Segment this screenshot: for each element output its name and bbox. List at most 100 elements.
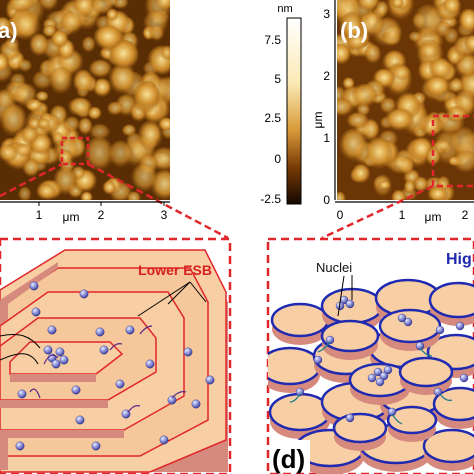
colorbar-tick-4: 0 (274, 152, 281, 166)
x-unit-b: μm (425, 210, 442, 224)
afm-b-grain (434, 139, 451, 152)
afm-b-grain (458, 8, 474, 34)
afm-a-grain (36, 118, 51, 130)
afm-b-grain (464, 34, 474, 54)
afm-a-grain (84, 136, 114, 172)
adatom (15, 441, 25, 451)
afm-a-grain (50, 30, 69, 49)
afm-a-grain (63, 116, 81, 133)
adatom (415, 341, 425, 351)
adatom (167, 395, 177, 405)
afm-b-grain (337, 98, 354, 117)
diffusion-arrow (317, 341, 331, 353)
adatom (91, 441, 101, 451)
colorbar-tick-1: 7.5 (264, 33, 281, 47)
adatom (375, 377, 385, 387)
afm-a-grain (131, 162, 158, 193)
island-16-top (378, 308, 442, 344)
adatom (55, 347, 65, 357)
afm-b-grain (425, 146, 441, 167)
afm-b-grain (337, 191, 346, 200)
adatom (51, 359, 61, 369)
afm-b-grain (351, 83, 378, 108)
afm-b-grain (424, 75, 451, 98)
afm-a-grain (106, 101, 124, 116)
colorbar: nm 7.5 5 2.5 0 -2.5 (260, 3, 302, 206)
afm-b-grain (377, 180, 391, 191)
y-tick-label-b-2: 2 (323, 69, 330, 83)
afm-a-grain (143, 9, 169, 37)
diffusion-arrow (29, 388, 41, 399)
afm-a-grain (18, 186, 32, 200)
island-0-top (270, 302, 330, 338)
afm-a-grain (93, 24, 123, 51)
pointer-line-c2 (0, 353, 39, 365)
zoom-line-b (321, 184, 434, 240)
afm-b-grain (427, 186, 449, 200)
afm-a-grain (0, 17, 12, 35)
afm-b-grain (445, 106, 468, 123)
afm-b-grain (447, 49, 462, 67)
afm-a-grain (89, 123, 111, 141)
afm-b-grain (391, 65, 412, 81)
adatom (397, 313, 407, 323)
afm-a-grain (108, 63, 137, 95)
afm-b-grain (428, 57, 453, 81)
colorbar-tick-2: 5 (274, 72, 281, 86)
diffusion-arrow (43, 354, 59, 365)
adatom (75, 415, 85, 425)
afm-b-grain (351, 163, 371, 185)
adatom (125, 325, 135, 335)
zoom-line-a-left (0, 162, 63, 198)
colorbar-unit: nm (277, 3, 292, 15)
afm-b-grain (413, 176, 429, 193)
x-unit-a: μm (63, 210, 80, 224)
adatom (29, 281, 39, 291)
afm-a-grain (29, 33, 49, 57)
afm-b-grain (435, 20, 451, 39)
diffusion-arrow (171, 391, 187, 399)
island-3-top (428, 281, 474, 319)
zoom-line-a-right (87, 162, 229, 240)
afm-a-grain (13, 83, 38, 108)
afm-a-grain (77, 117, 93, 136)
y-tick-label-b-1: 1 (323, 131, 330, 145)
adatom (367, 373, 377, 383)
adatom (47, 325, 57, 335)
afm-a-grain (17, 59, 33, 73)
adatom (325, 335, 335, 345)
adatom (31, 307, 41, 317)
afm-b-grain (382, 24, 403, 42)
panel-a: a) 1 2 3 μm (0, 0, 229, 240)
afm-a-grain (107, 140, 134, 169)
adatom (43, 345, 53, 355)
afm-a-grain (133, 81, 161, 110)
colorbar-tick-3: 2.5 (264, 111, 281, 125)
afm-a-grain (0, 144, 19, 163)
panel-a-label: a) (0, 18, 18, 43)
afm-b-grain (364, 44, 382, 65)
adatom (79, 289, 89, 299)
adatom (345, 413, 355, 423)
island-19-top (332, 412, 388, 444)
afm-a-grain (35, 91, 49, 102)
afm-b-grain (448, 126, 474, 158)
afm-a-grain (48, 66, 73, 95)
afm-a-grain (8, 0, 35, 14)
adatom (313, 355, 323, 365)
afm-b-grain (446, 79, 466, 94)
adatom (71, 385, 81, 395)
colorbar-gradient (286, 17, 302, 205)
zoom-box-b (431, 114, 474, 188)
adatom (383, 365, 393, 375)
adatom (403, 317, 413, 327)
afm-b-grain (391, 0, 404, 9)
x-tick-label-b-0: 0 (337, 208, 344, 222)
island-15-top (320, 319, 380, 353)
pointer-line-c4 (167, 281, 191, 305)
afm-a-grain (88, 59, 113, 79)
terrace-wall-left (0, 262, 58, 470)
adatom (59, 355, 69, 365)
adatom (17, 389, 27, 399)
adatom (459, 373, 469, 383)
